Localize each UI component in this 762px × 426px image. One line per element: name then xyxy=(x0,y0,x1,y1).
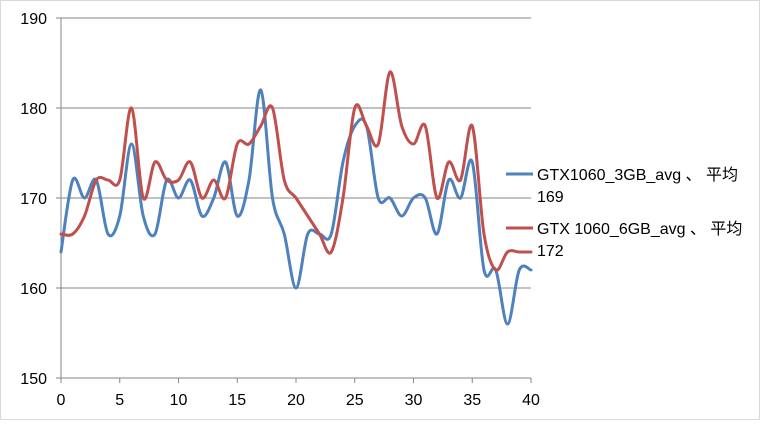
x-tick-label-10: 10 xyxy=(170,392,188,409)
y-tick-label-180: 180 xyxy=(20,101,47,118)
x-tick-label-40: 40 xyxy=(522,392,540,409)
series-lines xyxy=(59,70,533,326)
grid xyxy=(61,17,531,289)
x-tick-labels: 0 5 10 15 20 25 30 35 40 xyxy=(57,392,540,409)
legend-entry-series-1: GTX1060_3GB_avg 、 平均 169 xyxy=(506,166,738,206)
legend-label-series-2-line2: 172 xyxy=(537,243,564,260)
x-tick-label-15: 15 xyxy=(228,392,246,409)
legend-label-series-2-line1: GTX 1060_6GB_avg 、 平均 xyxy=(537,220,742,238)
y-tick-label-170: 170 xyxy=(20,191,47,208)
x-tick-label-0: 0 xyxy=(57,392,66,409)
y-tick-label-190: 190 xyxy=(20,11,47,28)
x-tick-label-20: 20 xyxy=(287,392,305,409)
x-tick-label-5: 5 xyxy=(115,392,124,409)
legend-label-series-1-line2: 169 xyxy=(537,189,564,206)
legend-label-series-1-line1: GTX1060_3GB_avg 、 平均 xyxy=(537,166,738,184)
series-line-2 xyxy=(59,70,533,272)
legend: GTX1060_3GB_avg 、 平均 169 GTX 1060_6GB_av… xyxy=(506,166,742,260)
y-tick-label-150: 150 xyxy=(20,371,47,388)
x-tick-label-30: 30 xyxy=(405,392,423,409)
x-tick-label-35: 35 xyxy=(463,392,481,409)
y-tick-label-160: 160 xyxy=(20,281,47,298)
y-tick-labels: 150 160 170 180 190 xyxy=(20,11,47,388)
axes xyxy=(56,17,532,383)
x-tick-label-25: 25 xyxy=(346,392,364,409)
legend-entry-series-2: GTX 1060_6GB_avg 、 平均 172 xyxy=(506,220,742,260)
series-line-1 xyxy=(59,88,533,326)
